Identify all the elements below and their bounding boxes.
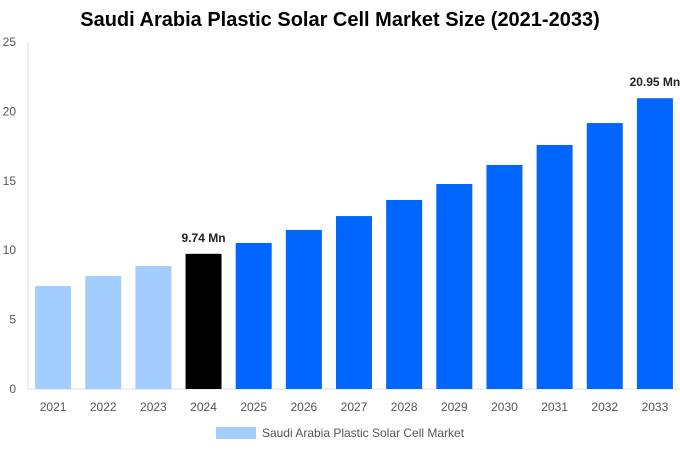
y-tick-label: 20 [3,104,17,118]
x-tick-label: 2024 [190,400,217,414]
bar [386,199,423,389]
y-tick-label: 0 [9,382,16,396]
x-tick-label: 2022 [90,400,117,414]
bar [436,183,473,389]
bar [185,253,222,389]
x-tick-label: 2029 [441,400,468,414]
x-tick-label: 2031 [541,400,568,414]
x-tick-label: 2023 [140,400,167,414]
y-tick-label: 5 [9,313,16,327]
x-tick-label: 2021 [40,400,67,414]
bar [486,164,523,389]
bar [586,123,623,389]
bar [536,144,573,389]
x-tick-label: 2025 [240,400,267,414]
bar [235,242,272,389]
x-tick-label: 2026 [290,400,317,414]
y-tick-label: 10 [3,243,17,257]
x-tick-label: 2027 [341,400,368,414]
legend: Saudi Arabia Plastic Solar Cell Market [0,426,680,440]
bar [85,276,122,389]
y-tick-label: 15 [3,174,17,188]
chart-title: Saudi Arabia Plastic Solar Cell Market S… [80,9,600,31]
x-tick-label: 2033 [642,400,669,414]
x-tick-label: 2030 [491,400,518,414]
bar [35,286,72,389]
x-tick-label: 2028 [391,400,418,414]
data-label: 9.74 Mn [182,231,226,245]
bar [135,266,172,389]
legend-swatch [215,427,256,439]
legend-label: Saudi Arabia Plastic Solar Cell Market [261,426,465,440]
bar [636,98,673,390]
bar [336,216,372,389]
x-tick-label: 2032 [591,400,618,414]
y-tick-label: 25 [3,35,17,49]
bar [285,229,322,389]
data-label: 20.95 Mn [630,75,680,89]
